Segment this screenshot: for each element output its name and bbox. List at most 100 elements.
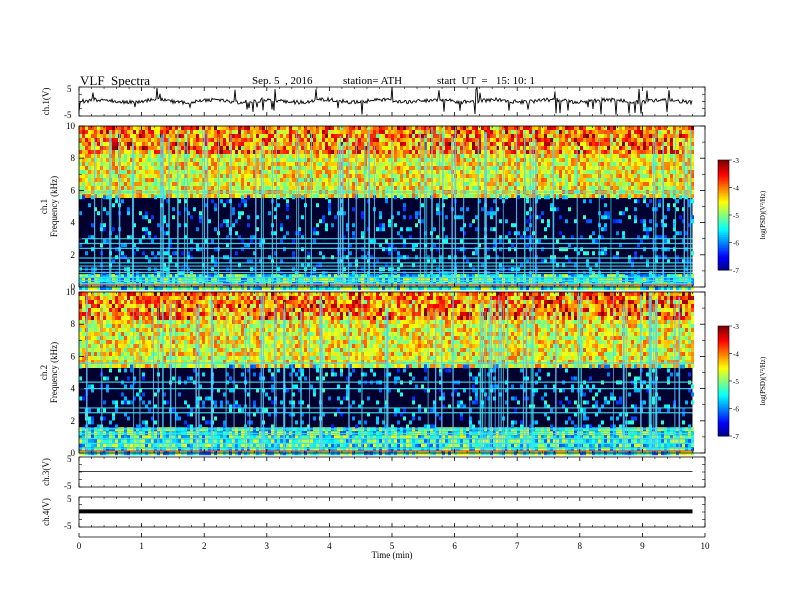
spectrogram-cell [604, 134, 607, 138]
spectrogram-cell [316, 142, 319, 146]
spectrogram-cell [481, 186, 484, 190]
spectrogram-cell [169, 186, 172, 190]
spectrogram-cell [253, 182, 256, 186]
spectrogram-cell [562, 235, 565, 240]
spectrogram-cell [388, 182, 391, 186]
spectrogram-cell [517, 138, 520, 142]
spectrogram-cell [562, 178, 565, 182]
spectrogram-cell [190, 178, 193, 182]
spectrogram-cell [376, 154, 379, 158]
spectrogram-cell [559, 274, 562, 279]
spectrogram-cell [274, 286, 277, 291]
spectrogram-cell [142, 251, 145, 256]
spectrogram-cell [292, 251, 295, 256]
spectrogram-cell [205, 286, 208, 291]
spectrogram-cell [580, 182, 583, 186]
spectrogram-cell [385, 138, 388, 142]
spectrogram-cell [298, 154, 301, 158]
spectrogram-cell [433, 150, 436, 154]
spectrogram-cell [358, 174, 361, 178]
spectrogram-cell [157, 158, 160, 162]
spectrogram-cell [244, 162, 247, 166]
spectrogram-cell [166, 223, 169, 228]
spectrogram-cell [403, 215, 406, 220]
spectrogram-cell [361, 142, 364, 146]
spectrogram-cell [307, 154, 310, 158]
spectrogram-cell [121, 166, 124, 170]
spectrogram-cell [97, 134, 100, 138]
spectrogram-cell [241, 142, 244, 146]
spectrogram-cell [625, 170, 628, 174]
spectrogram-cell [397, 142, 400, 146]
spectrogram-cell [295, 126, 298, 130]
spectrogram-cell [586, 219, 589, 224]
spectrogram-cell [490, 211, 493, 216]
spectrogram-cell [346, 194, 349, 198]
spectrogram-cell [406, 274, 409, 279]
spectrogram-cell [397, 134, 400, 138]
spectrogram-cell [526, 178, 529, 182]
spectrogram-cell [301, 263, 304, 268]
spectrogram-cell [472, 174, 475, 178]
spectrogram-cell [247, 154, 250, 158]
spectrogram-cell [286, 166, 289, 170]
spectrogram-cell [238, 154, 241, 158]
spectrogram-cell [259, 174, 262, 178]
spectrogram-cell [640, 150, 643, 154]
spectrogram-cell [253, 178, 256, 182]
spectrogram-cell [352, 231, 355, 236]
spectrogram-cell [97, 138, 100, 142]
spectrogram-cell [643, 142, 646, 146]
spectrogram-cell [316, 170, 319, 174]
spectrogram-cell [124, 154, 127, 158]
spectrogram-cell [574, 247, 577, 252]
spectrogram-cell [331, 182, 334, 186]
spectrogram-cell [196, 182, 199, 186]
spectrogram-cell [244, 142, 247, 146]
spectrogram-cell [562, 146, 565, 150]
spectrogram-cell [580, 130, 583, 134]
spectrogram-cell [226, 158, 229, 162]
spectrogram-cell [541, 194, 544, 198]
spectrogram-cell [604, 142, 607, 146]
spectrogram-cell [301, 138, 304, 142]
spectrogram-cell [301, 134, 304, 138]
spectrogram-cell [619, 274, 622, 279]
spectrogram-cell [595, 239, 598, 244]
spectrogram-cell [469, 174, 472, 178]
spectrogram-cell [241, 186, 244, 190]
spectrogram-cell [379, 170, 382, 174]
spectrogram-cell [541, 247, 544, 252]
spectrogram-cell [136, 186, 139, 190]
spectrogram-cell [397, 286, 400, 291]
spectrogram-cell [121, 158, 124, 162]
spectrogram-cell [619, 174, 622, 178]
spectrogram-cell [448, 154, 451, 158]
spectrogram-cell [634, 174, 637, 178]
spectrogram-cell [568, 138, 571, 142]
spectrogram-cell [634, 215, 637, 220]
spectrogram-cell [82, 178, 85, 182]
spectrogram-cell [82, 138, 85, 142]
spectrogram-cell [388, 251, 391, 256]
spectrogram-cell [235, 178, 238, 182]
spectrogram-cell [157, 146, 160, 150]
spectrogram-cell [646, 259, 649, 264]
spectrogram-cell [130, 138, 133, 142]
spectrogram-cell [193, 182, 196, 186]
spectrogram-cell [418, 194, 421, 198]
spectrogram-cell [616, 271, 619, 276]
spectrogram-cell [538, 195, 541, 200]
spectrogram-cell [562, 195, 565, 200]
spectrogram-cell [358, 150, 361, 154]
spectrogram-cell [394, 274, 397, 279]
spectrogram-cell [214, 274, 217, 279]
spectrogram-cell [547, 223, 550, 228]
spectrogram-cell [103, 130, 106, 134]
spectrogram-cell [316, 130, 319, 134]
spectrogram-cell [106, 138, 109, 142]
spectrogram-cell [289, 170, 292, 174]
spectrogram-cell [418, 138, 421, 142]
spectrogram-cell [403, 174, 406, 178]
spectrogram-cell [274, 178, 277, 182]
